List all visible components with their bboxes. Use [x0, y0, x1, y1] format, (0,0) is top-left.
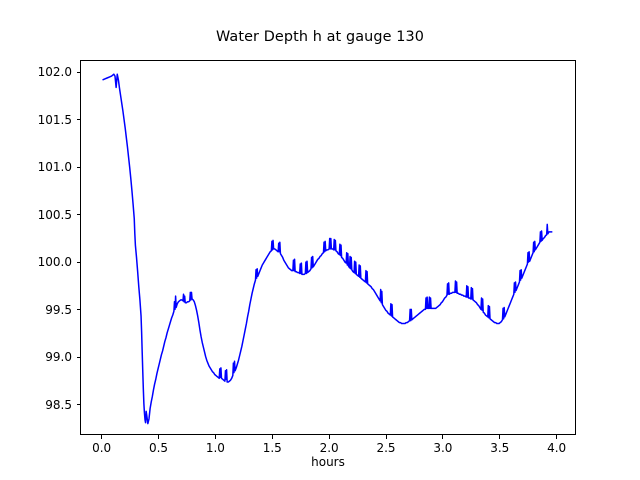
y-tick-label: 100.5	[37, 207, 72, 222]
y-tick-label: 98.5	[45, 397, 72, 412]
y-tick-label: 102.0	[37, 65, 72, 80]
x-axis-label: hours	[311, 455, 345, 469]
y-tick-label: 100.0	[37, 255, 72, 270]
x-tick-label: 3.5	[490, 441, 510, 455]
x-tick-mark	[101, 435, 103, 439]
y-tick-label: 99.5	[45, 302, 72, 317]
y-tick-mark	[76, 71, 80, 73]
chart-title: Water Depth h at gauge 130	[216, 29, 424, 45]
x-tick-mark	[499, 435, 501, 439]
x-tick-mark	[556, 435, 558, 439]
x-tick-label: 2.5	[376, 441, 396, 455]
x-tick-label: 2.0	[319, 441, 339, 455]
x-tick-label: 1.0	[205, 441, 225, 455]
plot-area	[80, 60, 576, 435]
x-tick-label: 3.0	[433, 441, 453, 455]
y-tick-mark	[76, 356, 80, 358]
x-tick-label: 0.0	[92, 441, 112, 455]
y-tick-mark	[76, 214, 80, 216]
x-tick-mark	[157, 435, 160, 439]
y-tick-label: 101.5	[37, 112, 72, 127]
x-tick-mark	[328, 435, 330, 439]
x-tick-mark	[271, 435, 273, 439]
water-depth-line	[103, 74, 553, 423]
data-line-svg	[81, 61, 575, 434]
x-tick-label: 4.0	[547, 441, 567, 455]
y-tick-label: 99.0	[45, 350, 72, 365]
y-tick-mark	[76, 404, 80, 406]
y-tick-mark	[76, 166, 80, 168]
y-tick-label: 101.0	[37, 160, 72, 175]
x-tick-label: 1.5	[262, 441, 282, 455]
x-tick-mark	[442, 435, 444, 439]
x-tick-mark	[385, 435, 387, 439]
x-tick-mark	[214, 435, 216, 439]
y-tick-mark	[76, 309, 80, 311]
x-tick-label: 0.5	[148, 441, 169, 455]
y-tick-mark	[76, 261, 80, 263]
y-tick-mark	[76, 119, 80, 121]
